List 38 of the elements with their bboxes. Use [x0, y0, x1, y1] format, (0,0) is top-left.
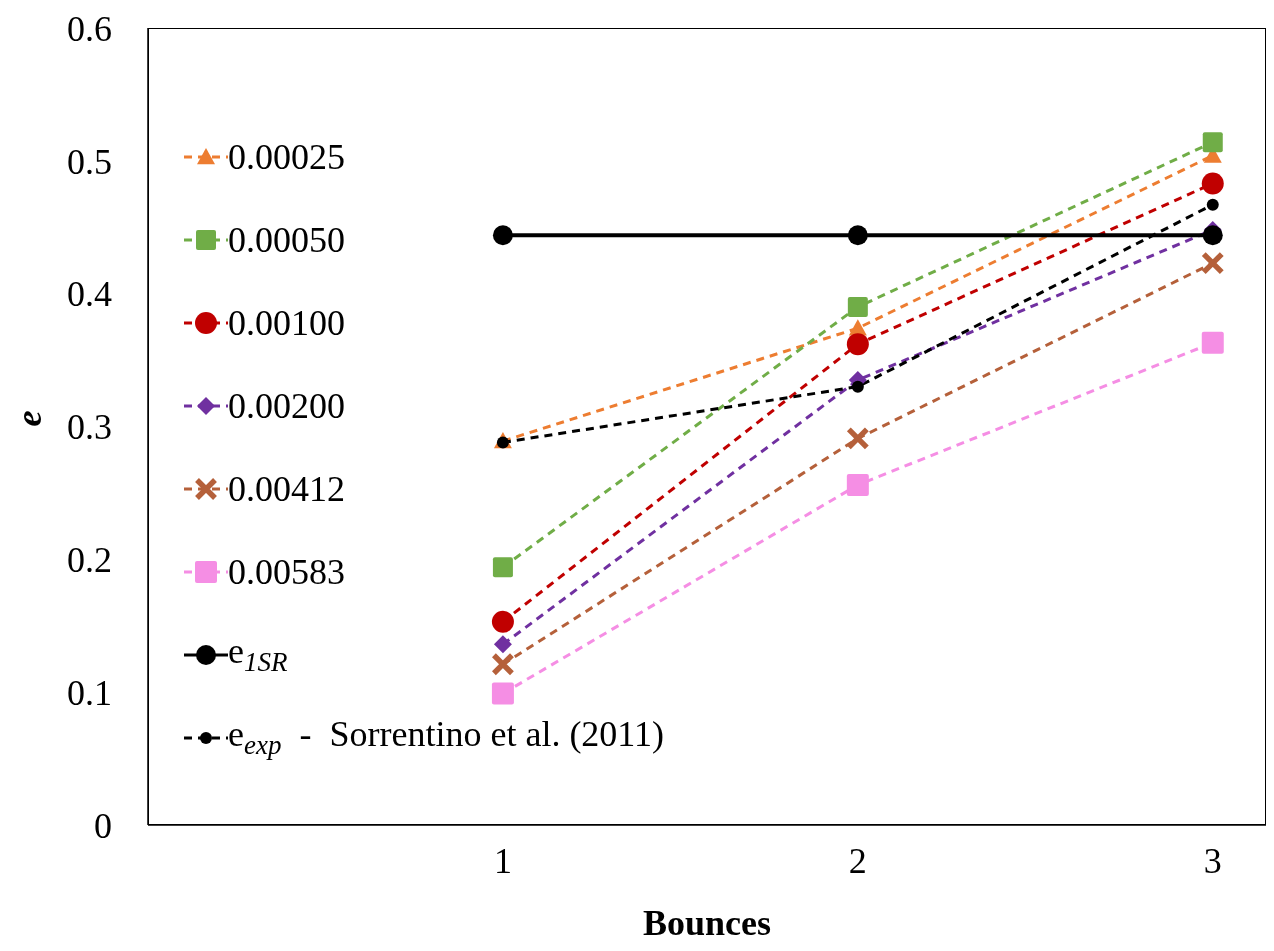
point — [1201, 251, 1225, 275]
y-tick-label: 0.3 — [67, 407, 112, 448]
x-axis-title: Bounces — [642, 903, 772, 943]
x-tick-label: 2 — [848, 840, 867, 881]
point — [846, 426, 870, 451]
y-tick-label: 0.6 — [67, 8, 112, 49]
legend-label: 0.00050 — [228, 218, 345, 261]
y-tick-label: 0.1 — [67, 672, 112, 713]
y-axis-title: e — [8, 410, 49, 427]
point — [1201, 331, 1224, 354]
point — [493, 635, 512, 654]
y-tick-label: 0.4 — [67, 274, 112, 315]
y-tick-label: 0.5 — [67, 141, 112, 182]
legend-label: 0.00412 — [228, 467, 345, 510]
point — [492, 557, 513, 578]
point — [846, 333, 869, 356]
y-tick-label: 0.2 — [67, 540, 112, 581]
y-tick-label: 0 — [94, 805, 112, 846]
point — [1201, 172, 1224, 195]
x-tick-label: 3 — [1203, 840, 1222, 881]
point — [491, 610, 514, 633]
point — [491, 652, 515, 676]
legend-label: 0.00025 — [228, 135, 345, 178]
point — [492, 225, 513, 246]
point — [1202, 132, 1223, 153]
point — [1202, 225, 1223, 246]
legend-label: e$_{exp}$ - Sorrentino et al. (2011) — [228, 713, 665, 762]
legend-label: 0.00583 — [228, 550, 345, 593]
legend-label: e$_{1SR}$ — [228, 630, 288, 679]
legend-label: 0.00200 — [228, 384, 345, 427]
legend-label: 0.00100 — [228, 301, 345, 344]
point — [851, 380, 864, 393]
point — [847, 296, 868, 317]
point — [847, 225, 868, 246]
point — [491, 682, 514, 705]
point — [846, 473, 869, 496]
x-tick-label: 1 — [493, 840, 512, 881]
point — [1206, 198, 1219, 211]
